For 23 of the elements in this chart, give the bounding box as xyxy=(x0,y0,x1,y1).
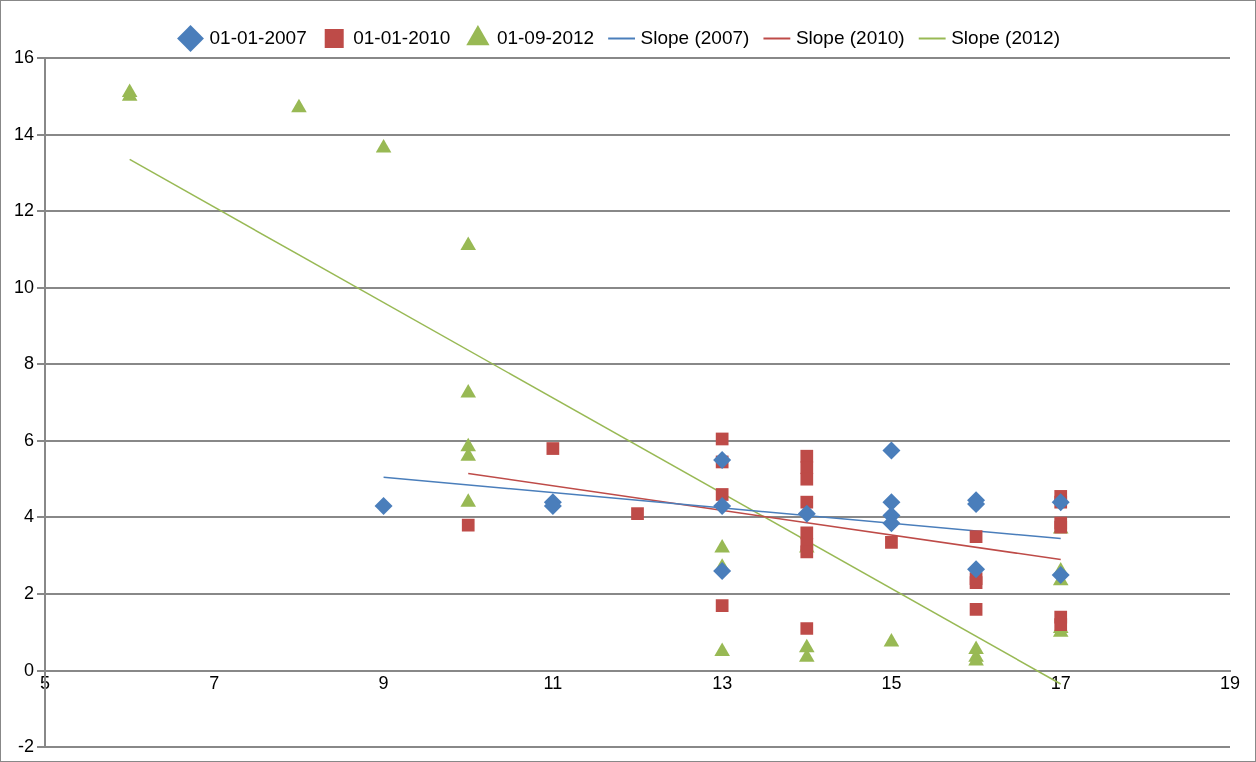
y-tick-label: -2 xyxy=(18,736,35,757)
x-tick-label: 15 xyxy=(881,673,902,694)
y-tick-label: 0 xyxy=(24,659,35,680)
y-tick-label: 2 xyxy=(24,583,35,604)
x-tick-label: 17 xyxy=(1050,673,1071,694)
x-tick-label: 7 xyxy=(209,673,220,694)
y-tick-label: 14 xyxy=(13,123,35,144)
y-tick-label: 16 xyxy=(13,46,35,67)
legend-label: Slope (2007) xyxy=(640,26,750,48)
legend-label: 01-01-2007 xyxy=(209,26,307,48)
legend-label: Slope (2012) xyxy=(951,26,1060,48)
x-tick-label: 11 xyxy=(543,673,563,694)
y-tick-label: 4 xyxy=(24,506,35,527)
x-tick-label: 9 xyxy=(378,673,389,694)
legend-label: 01-09-2012 xyxy=(496,26,595,48)
legend-label: 01-01-2010 xyxy=(353,26,451,48)
x-tick-label: 19 xyxy=(1219,673,1241,694)
x-tick-label: 13 xyxy=(712,673,733,694)
y-tick-label: 10 xyxy=(13,276,35,297)
y-tick-label: 12 xyxy=(13,200,35,221)
y-tick-label: 6 xyxy=(24,429,35,450)
y-tick-label: 8 xyxy=(24,353,35,374)
legend-label: Slope (2010) xyxy=(795,26,905,48)
